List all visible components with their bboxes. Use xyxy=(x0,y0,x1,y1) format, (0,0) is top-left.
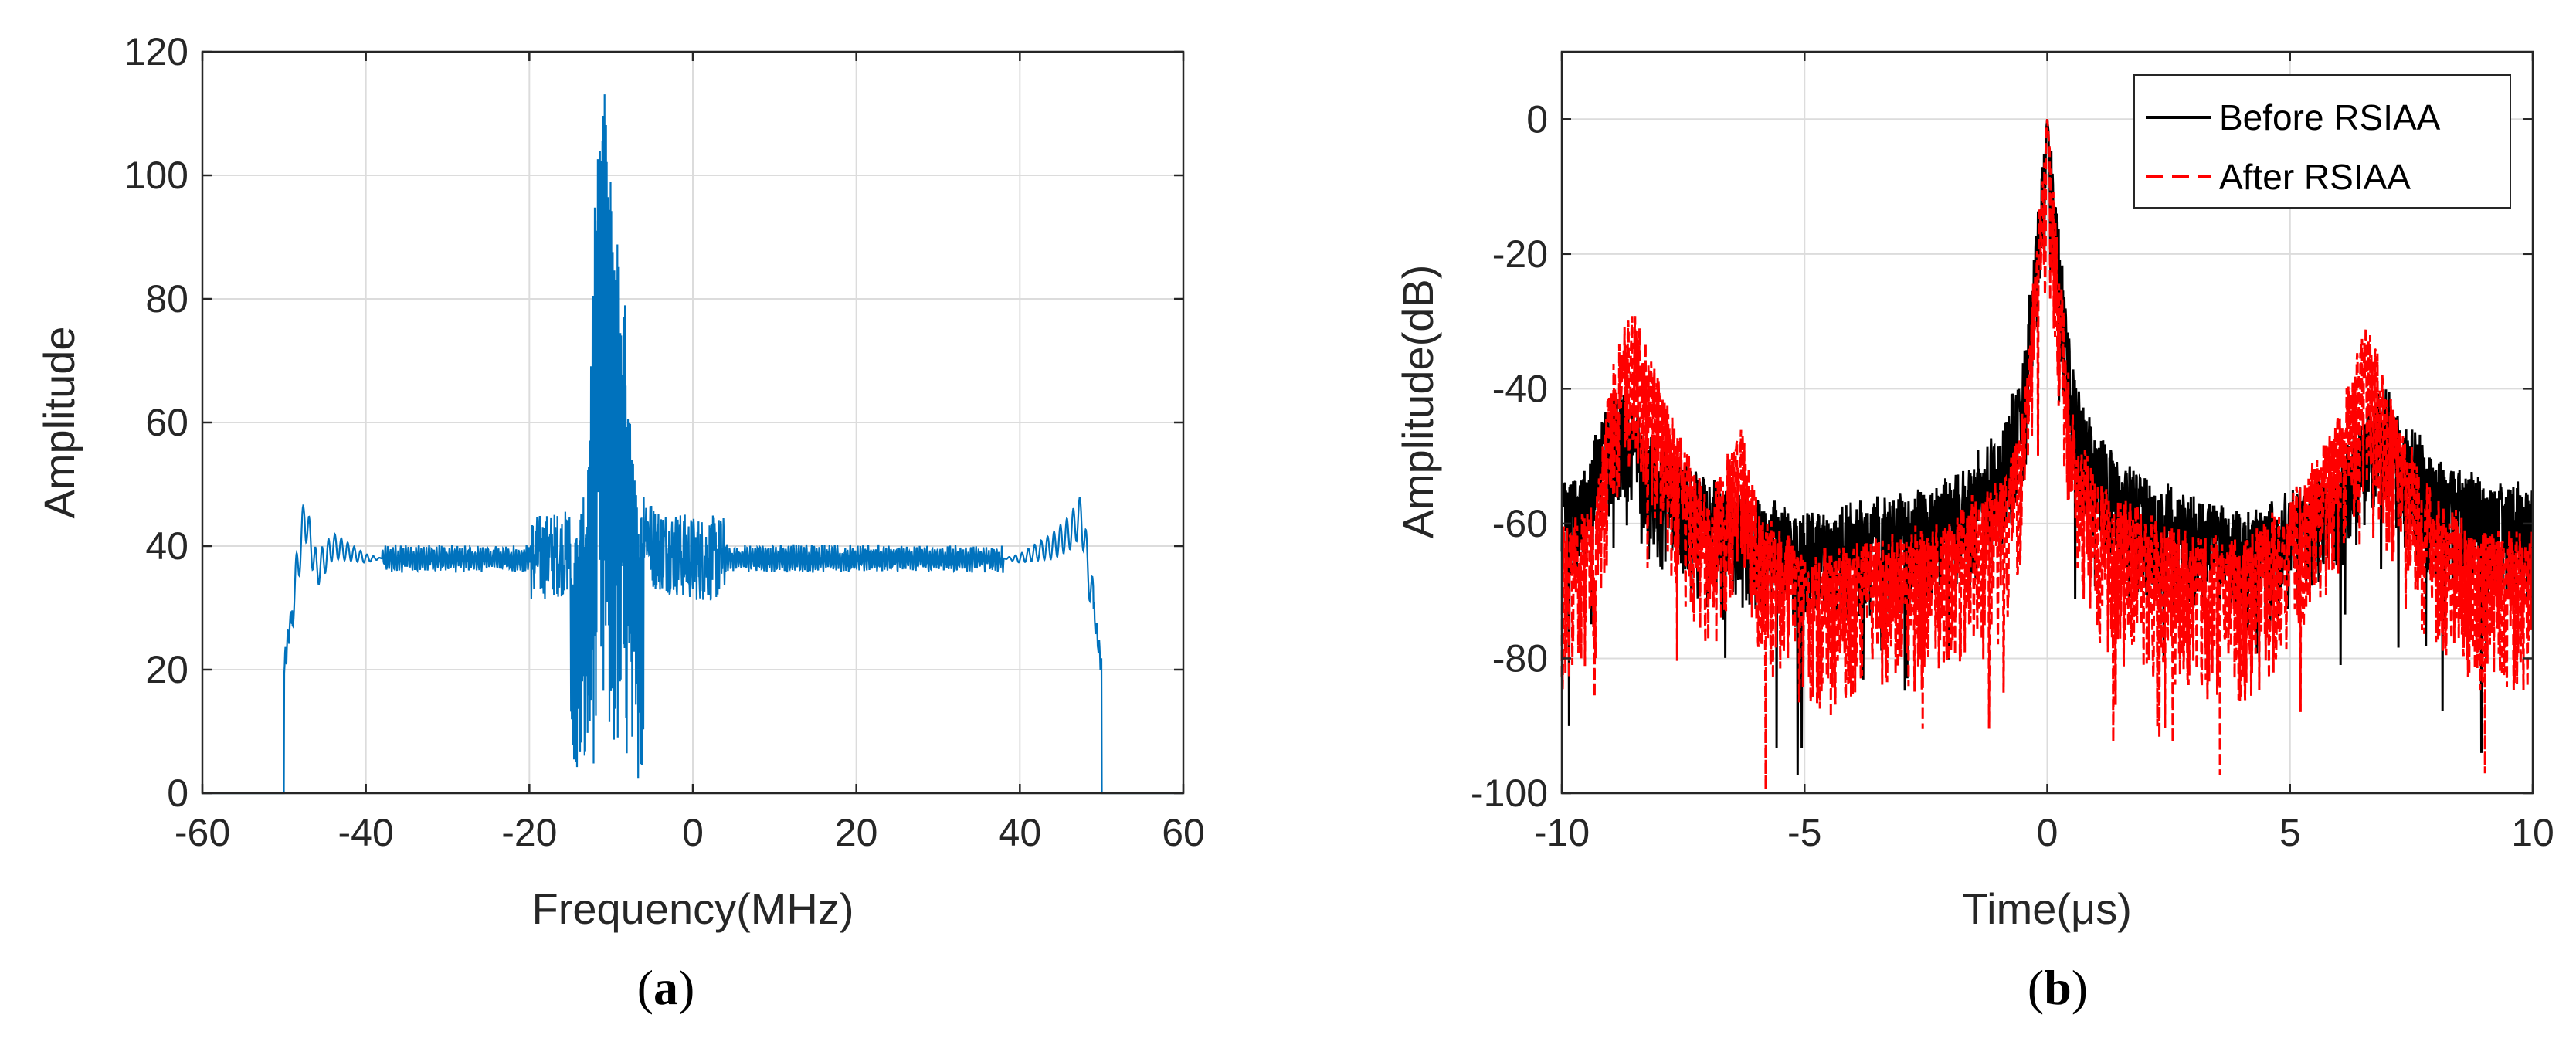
b-ytick-label-3: -40 xyxy=(1492,367,1548,410)
ylabel-b: Amplitude(dB) xyxy=(1393,265,1442,539)
legend: Before RSIAA After RSIAA xyxy=(2133,74,2511,209)
b-xtick-label-2: 0 xyxy=(2037,811,2058,854)
b-ytick-label-2: -60 xyxy=(1492,502,1548,545)
a-ytick-label-5: 100 xyxy=(124,154,188,197)
legend-box xyxy=(2133,74,2511,209)
panel-b: -10 -5 0 5 10 -100 -80 -60 -40 -20 0 Time(μs) Ampl… xyxy=(1393,50,2554,1015)
b-ytick-label-4: -20 xyxy=(1492,232,1548,276)
b-ytick-label-1: -80 xyxy=(1492,636,1548,680)
b-xtick-label-4: 10 xyxy=(2511,811,2554,854)
a-xtick-label-5: 40 xyxy=(999,811,1042,854)
ylabel-a: Amplitude xyxy=(35,326,83,518)
a-ytick-label-2: 40 xyxy=(145,524,188,568)
a-xtick-label-2: -20 xyxy=(501,811,557,854)
a-xtick-label-6: 60 xyxy=(1162,811,1205,854)
xlabel-a: Frequency(MHz) xyxy=(532,884,854,933)
a-ytick-label-1: 20 xyxy=(145,648,188,691)
series-b xyxy=(1560,119,2534,790)
ticks-a: -60 -40 -20 0 20 40 60 0 20 40 60 80 100 120 xyxy=(124,30,1205,854)
caption-a: (a) xyxy=(637,960,695,1015)
a-ytick-label-0: 0 xyxy=(167,772,188,815)
a-xtick-label-1: -40 xyxy=(338,811,394,854)
panel-a: -60 -40 -20 0 20 40 60 0 20 40 60 80 100 120 Frequenc… xyxy=(35,30,1205,1015)
b-xtick-label-3: 5 xyxy=(2279,811,2301,854)
series-a xyxy=(202,94,1183,795)
a-xtick-label-0: -60 xyxy=(175,811,230,854)
a-ytick-label-3: 60 xyxy=(145,401,188,444)
xlabel-b: Time(μs) xyxy=(1962,884,2132,933)
b-ytick-label-5: 0 xyxy=(1526,97,1548,141)
a-xtick-label-3: 0 xyxy=(682,811,704,854)
caption-b: (b) xyxy=(2028,960,2088,1015)
b-ytick-label-0: -100 xyxy=(1471,772,1548,815)
legend-label-after: After RSIAA xyxy=(2219,157,2411,197)
legend-label-before: Before RSIAA xyxy=(2219,97,2441,137)
series-spectrum-line xyxy=(202,94,1183,795)
b-xtick-label-1: -5 xyxy=(1787,811,1821,854)
a-ytick-label-6: 120 xyxy=(124,30,188,73)
ticks-b: -10 -5 0 5 10 -100 -80 -60 -40 -20 0 xyxy=(1471,52,2554,854)
a-xtick-label-4: 20 xyxy=(835,811,878,854)
a-ytick-label-4: 80 xyxy=(145,277,188,321)
b-xtick-label-0: -10 xyxy=(1534,811,1590,854)
series-after-rsiaa-line xyxy=(1560,119,2534,790)
